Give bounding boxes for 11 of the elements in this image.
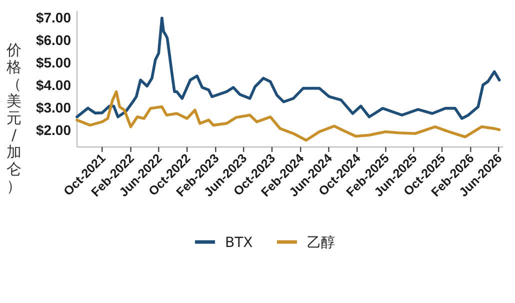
y-tick-label: $5.00 xyxy=(36,54,72,71)
legend-label: BTX xyxy=(225,235,254,251)
y-tick-label: $2.00 xyxy=(36,122,72,138)
line-series xyxy=(76,16,501,120)
y-tick-label: $6.00 xyxy=(36,32,72,48)
text: 价格（美元/加仑） xyxy=(6,41,22,195)
y-tick-label: $7.00 xyxy=(36,10,72,26)
line-series xyxy=(76,90,501,142)
y-tick-label: $3.00 xyxy=(36,100,72,116)
legend-label: 乙醇 xyxy=(307,235,335,251)
y-tick-label: $4.00 xyxy=(36,77,72,94)
